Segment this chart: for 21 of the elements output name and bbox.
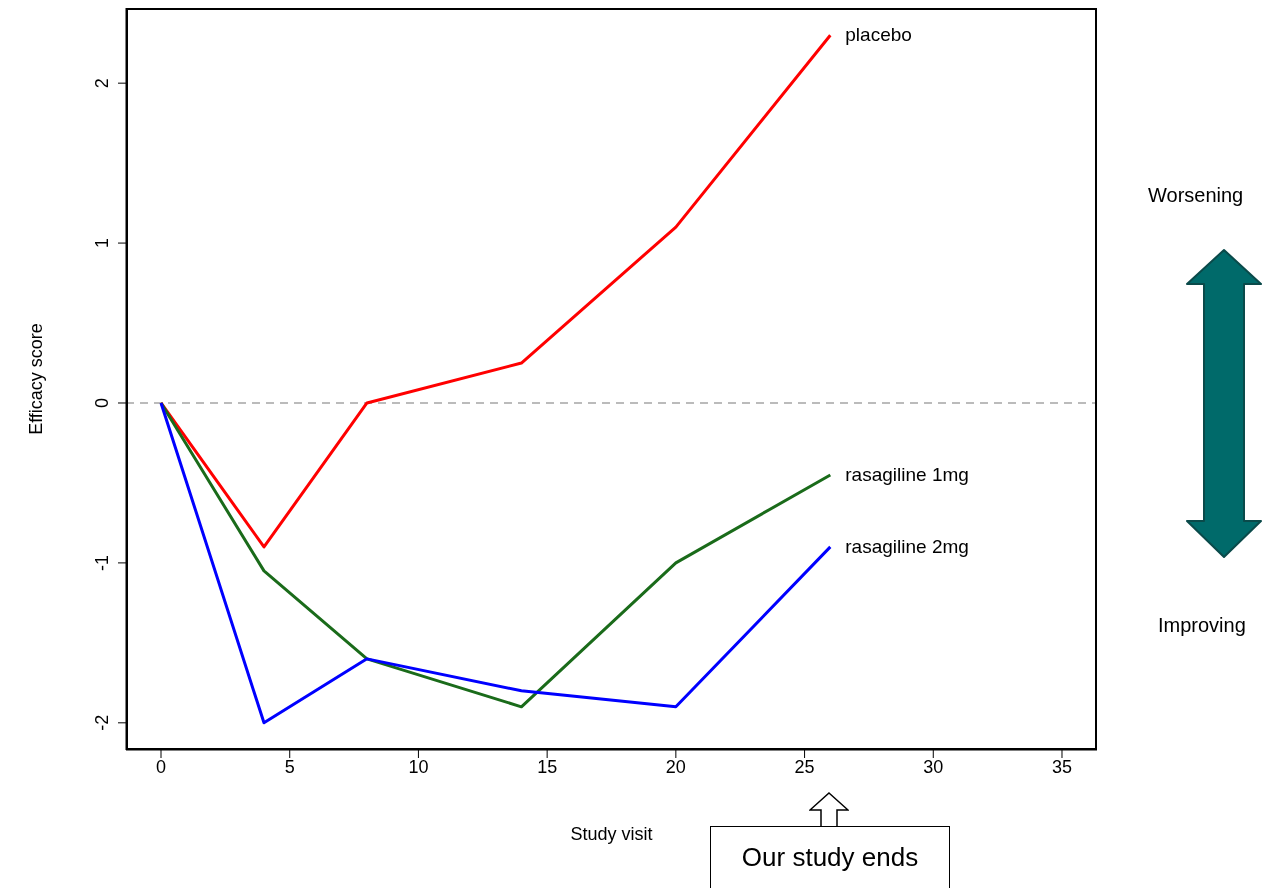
x-tick-label: 35	[1051, 756, 1073, 777]
x-tick-label: 15	[537, 756, 558, 777]
x-tick-label: 25	[794, 756, 815, 777]
x-axis-title: Study visit	[570, 824, 653, 844]
y-tick-label: 1	[92, 238, 112, 249]
text: Improving	[1158, 614, 1246, 637]
x-tick-label: 10	[408, 756, 429, 777]
series-label: rasagiline 1mg	[845, 463, 969, 485]
y-axis-title: Efficacy score	[26, 323, 47, 435]
series-label: placebo	[845, 24, 912, 46]
y-tick-label: -2	[92, 714, 112, 731]
x-tick-label: 0	[156, 756, 167, 777]
x-tick-label: 20	[665, 756, 686, 777]
y-tick-label: 2	[92, 78, 112, 89]
y-tick-label: -1	[92, 554, 112, 571]
x-tick-label: 30	[923, 756, 944, 777]
y-tick-label: 0	[92, 397, 112, 408]
text: Our study ends	[710, 826, 950, 888]
series-label: rasagiline 2mg	[845, 535, 969, 557]
text: Worsening	[1148, 184, 1244, 207]
x-tick-label: 5	[284, 756, 295, 777]
